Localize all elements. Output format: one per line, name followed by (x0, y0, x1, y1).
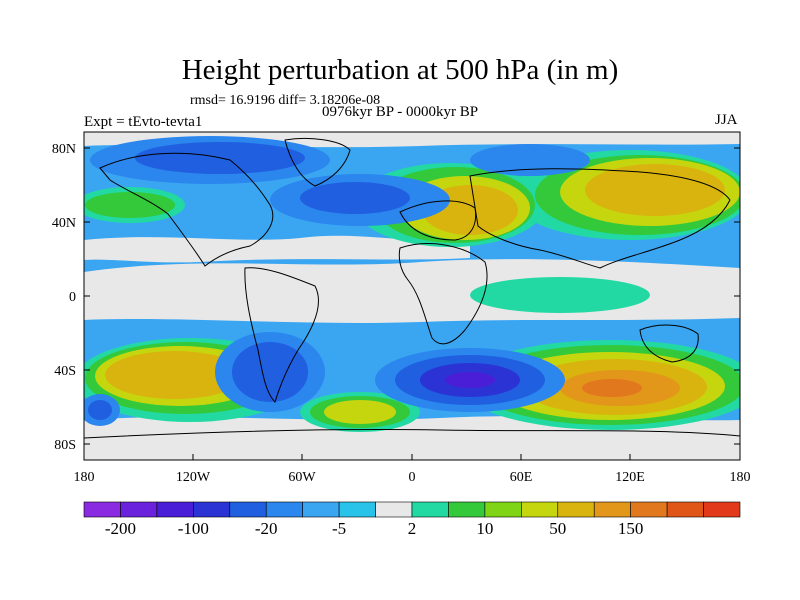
lon-tick-120e: 120E (615, 470, 645, 485)
colorbar-swatch (666, 501, 704, 518)
colorbar-label: -100 (178, 519, 209, 538)
australia-outline (639, 324, 699, 363)
colorbar-label: 10 (476, 519, 493, 538)
lon-tick-60e: 60E (510, 470, 533, 485)
north-america-outline (99, 152, 274, 267)
coastlines (84, 137, 740, 439)
colorbar (83, 501, 741, 518)
greenland-outline (284, 137, 351, 187)
colorbar-label: 50 (549, 519, 566, 538)
colorbar-swatch (375, 501, 413, 518)
colorbar-swatch (703, 501, 741, 518)
colorbar-swatch (302, 501, 340, 518)
colorbar-label: -20 (255, 519, 278, 538)
colorbar-swatch (156, 501, 194, 518)
colorbar-swatch (630, 501, 668, 518)
africa-outline (398, 243, 488, 345)
south-america-outline (244, 267, 320, 403)
lat-tick-0: 0 (69, 290, 76, 305)
colorbar-swatch (448, 501, 486, 518)
lon-axis: 180 120W 60W 0 60E 120E 180 (74, 454, 751, 485)
stats-label: rmsd= 16.9196 diff= 3.18206e-08 (190, 93, 381, 108)
lon-tick-60w: 60W (288, 470, 316, 485)
colorbar-swatch (229, 501, 267, 518)
lon-tick-0: 0 (409, 470, 416, 485)
lon-tick-120w: 120W (176, 470, 211, 485)
colorbar-swatch (193, 501, 231, 518)
map-title: Height perturbation at 500 hPa (in m) (181, 54, 619, 86)
lon-tick-180w: 180 (74, 470, 95, 485)
season-label: JJA (715, 112, 738, 128)
colorbar-label: -5 (332, 519, 346, 538)
colorbar-swatch (265, 501, 303, 518)
colorbar-labels: -200 -100 -20 -5 2 10 50 150 (105, 519, 644, 538)
colorbar-swatch (557, 501, 595, 518)
asia-outline (469, 168, 731, 269)
colorbar-swatch (411, 501, 449, 518)
lat-tick-80n: 80N (52, 142, 76, 157)
colorbar-label: 150 (618, 519, 644, 538)
colorbar-swatch (484, 501, 522, 518)
lat-tick-40s: 40S (54, 364, 76, 379)
europe-outline (399, 200, 477, 241)
experiment-label: Expt = tEvto-tevta1 (84, 114, 203, 130)
lat-tick-40n: 40N (52, 216, 76, 231)
colorbar-label: 2 (408, 519, 417, 538)
lat-tick-80s: 80S (54, 438, 76, 453)
colorbar-label: -200 (105, 519, 136, 538)
colorbar-swatch (83, 501, 121, 518)
colorbar-swatch (593, 501, 631, 518)
colorbar-swatch (338, 501, 376, 518)
antarctica-outline (84, 428, 740, 439)
colorbar-swatch (120, 501, 158, 518)
lon-tick-180e: 180 (730, 470, 751, 485)
period-label: 0976kyr BP - 0000kyr BP (322, 104, 479, 120)
colorbar-swatch (521, 501, 559, 518)
lat-axis: 80N 40N 0 40S 80S (52, 142, 740, 453)
